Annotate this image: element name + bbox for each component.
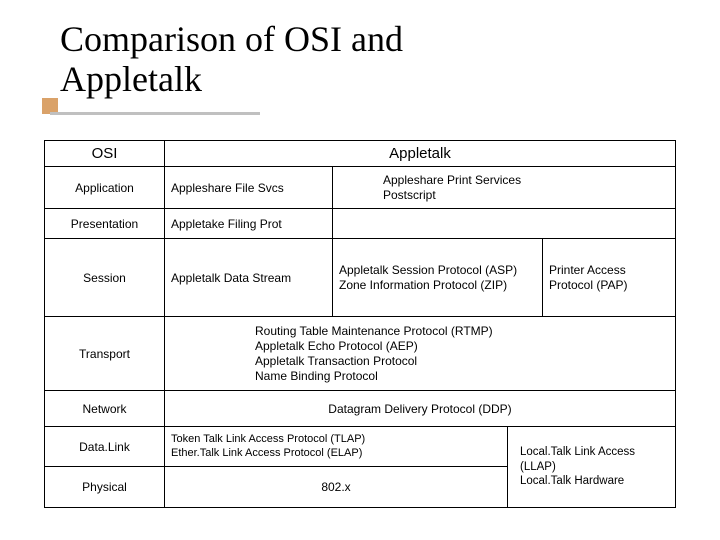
osi-datalink: Data.Link [45,427,165,467]
row-presentation-session: Presentation Session Appletake Filing Pr… [45,209,675,317]
osi-network: Network [45,391,165,427]
appletalk-localtalk: Local.Talk Link Access (LLAP) Local.Talk… [507,427,675,507]
localtalk-l1: Local.Talk Link Access [520,445,635,459]
title-line2: Appletalk [60,60,403,100]
slide-title: Comparison of OSI and Appletalk [60,20,403,99]
osi-application: Application [45,167,165,209]
title-underline [50,112,260,115]
appletalk-file-svcs: Appleshare File Svcs [165,167,333,209]
header-appletalk: Appletalk [165,141,675,167]
appletalk-print-services: Appleshare Print Services Postscript [333,167,675,209]
header-row: OSI Appletalk [45,141,675,167]
appletalk-802x: 802.x [165,467,507,507]
appletalk-data-stream: Appletalk Data Stream [165,239,333,317]
elap-text: Ether.Talk Link Access Protocol (ELAP) [171,447,362,461]
localtalk-l2: (LLAP) [520,460,556,474]
row-application: Application Appleshare File Svcs Applesh… [45,167,675,209]
title-line1: Comparison of OSI and [60,20,403,60]
osi-transport: Transport [45,317,165,391]
pap-text: Printer Access Protocol (PAP) [549,263,669,293]
row-network: Network Datagram Delivery Protocol (DDP) [45,391,675,427]
print-services-line1: Appleshare Print Services [383,173,521,188]
session-asp: Appletalk Session Protocol (ASP) [339,263,517,278]
osi-physical: Physical [45,467,165,507]
empty-presentation-right [333,209,675,239]
osi-presentation: Presentation [45,209,165,239]
appletalk-session-mid: Appletalk Session Protocol (ASP) Zone In… [333,239,543,317]
osi-session: Session [45,239,165,317]
appletalk-pap: Printer Access Protocol (PAP) [543,239,675,317]
tlap-text: Token Talk Link Access Protocol (TLAP) [171,433,365,447]
row-datalink-physical: Data.Link Physical Token Talk Link Acces… [45,427,675,507]
row-transport: Transport Routing Table Maintenance Prot… [45,317,675,391]
print-services-line2: Postscript [383,188,436,203]
transport-atp: Appletalk Transaction Protocol [255,354,417,369]
transport-rtmp: Routing Table Maintenance Protocol (RTMP… [255,324,493,339]
appletalk-ddp: Datagram Delivery Protocol (DDP) [165,391,675,427]
session-zip: Zone Information Protocol (ZIP) [339,278,507,293]
comparison-table: OSI Appletalk Application Appleshare Fil… [44,140,676,508]
transport-aep: Appletalk Echo Protocol (AEP) [255,339,418,354]
appletalk-tlap-elap: Token Talk Link Access Protocol (TLAP) E… [165,427,507,467]
appletalk-filing-prot: Appletake Filing Prot [165,209,333,239]
localtalk-l3: Local.Talk Hardware [520,474,624,488]
appletalk-transport: Routing Table Maintenance Protocol (RTMP… [165,317,675,391]
header-osi: OSI [45,141,165,167]
transport-nbp: Name Binding Protocol [255,369,378,384]
